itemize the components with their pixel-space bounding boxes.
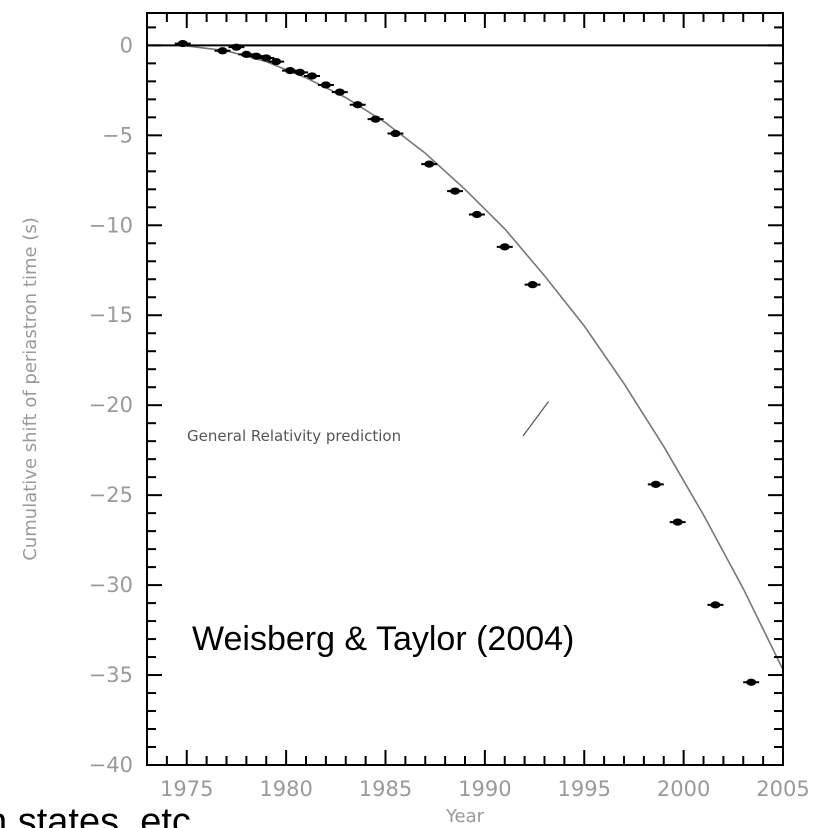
data-point — [707, 601, 724, 609]
data-point — [387, 129, 404, 138]
data-point — [447, 187, 464, 195]
x-tick-label: 1980 — [259, 777, 312, 801]
x-tick-label: 2005 — [756, 777, 809, 801]
data-point — [468, 210, 485, 219]
axis-tick-labels: 1975 1980 1985 1990 1995 2000 2005 0 −5 −10 −15 −20… — [89, 33, 810, 801]
data-point — [174, 39, 191, 48]
x-tick-label: 1985 — [359, 777, 412, 801]
gr-prediction-curve — [182, 44, 784, 671]
y-tick-label: −35 — [89, 663, 133, 687]
gr-prediction-annotation: General Relativity prediction — [187, 427, 401, 445]
data-point — [524, 281, 541, 289]
data-point — [349, 101, 366, 109]
y-tick-label: −20 — [89, 393, 133, 417]
y-tick-label: −30 — [89, 573, 133, 597]
x-tick-label: 1990 — [458, 777, 511, 801]
data-point — [228, 43, 245, 51]
citation-label: Weisberg & Taylor (2004) — [192, 620, 574, 658]
y-tick-label: −10 — [89, 213, 133, 237]
data-point — [303, 72, 320, 80]
plot-frame — [146, 12, 784, 766]
data-point — [331, 88, 348, 96]
x-tick-label: 1975 — [160, 777, 213, 801]
axis-ticks — [146, 13, 784, 766]
y-tick-label: −5 — [102, 123, 133, 147]
data-point — [367, 115, 384, 123]
y-tick-label: −40 — [89, 753, 133, 777]
data-point — [317, 81, 334, 89]
y-axis-label: Cumulative shift of periastron time (s) — [20, 217, 41, 560]
data-point — [647, 480, 664, 488]
annotation-leader-line — [522, 401, 549, 437]
gr-curve-path — [182, 44, 784, 671]
data-point — [669, 518, 686, 526]
data-points — [174, 39, 760, 686]
data-point — [496, 243, 513, 251]
data-point — [421, 160, 438, 168]
x-tick-label: 2000 — [657, 777, 710, 801]
data-point — [743, 678, 760, 686]
y-tick-label: −15 — [89, 303, 133, 327]
x-axis-label: Year — [445, 806, 485, 827]
y-tick-label: −25 — [89, 483, 133, 507]
x-tick-label: 1995 — [558, 777, 611, 801]
cropped-slide-text: n states, etc — [0, 801, 191, 828]
data-point — [268, 57, 285, 66]
data-point — [214, 47, 231, 55]
data-point — [292, 68, 309, 76]
data-point — [258, 54, 275, 62]
y-tick-label: 0 — [120, 33, 133, 57]
